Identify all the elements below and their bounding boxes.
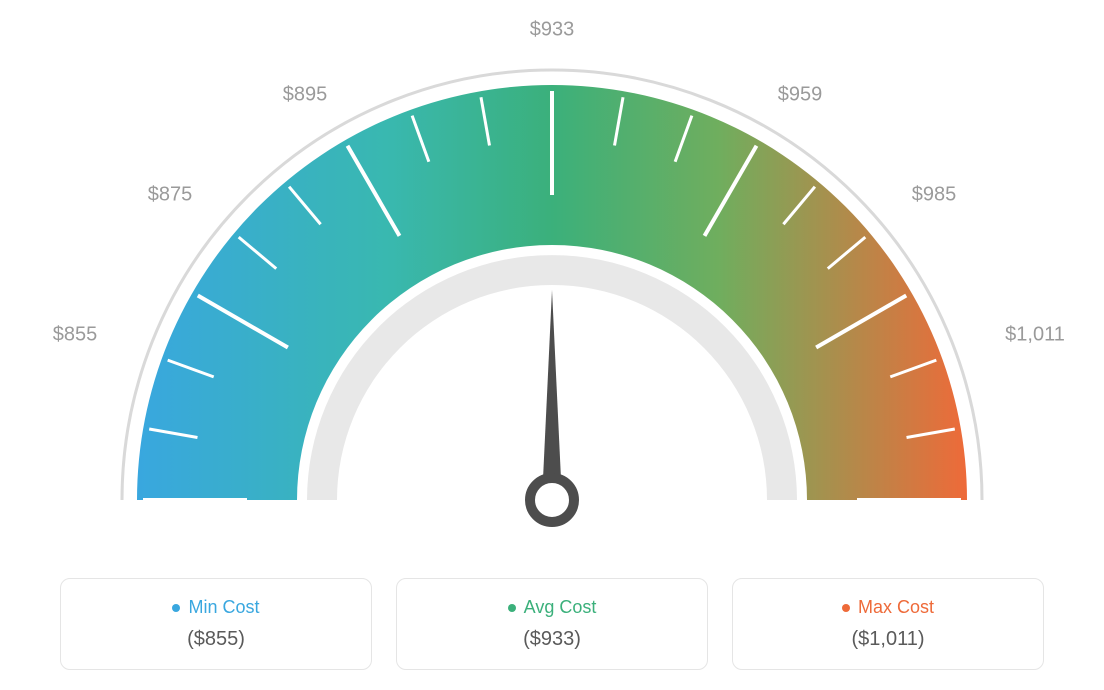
legend-value-max: ($1,011) (851, 628, 924, 651)
legend-card-min: Min Cost ($855) (60, 578, 372, 670)
legend-title-row-avg: Avg Cost (508, 597, 597, 618)
legend-title-min: Min Cost (188, 597, 259, 618)
gauge-area: $855 $875 $895 $933 $959 $985 $1,011 (0, 0, 1104, 560)
gauge-tick-label: $985 (912, 184, 957, 207)
legend-dot-max (842, 604, 850, 612)
gauge-tick-label: $875 (148, 184, 193, 207)
legend-title-row-max: Max Cost (842, 597, 934, 618)
gauge-needle-hub (530, 478, 574, 522)
gauge-tick-label: $959 (778, 84, 823, 107)
cost-gauge-chart: $855 $875 $895 $933 $959 $985 $1,011 Min Cost … (0, 0, 1104, 690)
gauge-tick-label: $855 (53, 324, 98, 347)
gauge-svg (0, 0, 1104, 560)
legend-card-avg: Avg Cost ($933) (396, 578, 708, 670)
legend-title-avg: Avg Cost (524, 597, 597, 618)
legend-dot-avg (508, 604, 516, 612)
gauge-tick-label: $1,011 (1005, 324, 1065, 347)
legend-dot-min (172, 604, 180, 612)
legend-value-avg: ($933) (523, 628, 581, 651)
legend-row: Min Cost ($855) Avg Cost ($933) Max Cost… (0, 578, 1104, 670)
gauge-tick-label: $933 (530, 19, 575, 42)
gauge-tick-label: $895 (283, 84, 328, 107)
gauge-needle (542, 290, 562, 500)
legend-value-min: ($855) (187, 628, 245, 651)
legend-title-max: Max Cost (858, 597, 934, 618)
legend-title-row-min: Min Cost (172, 597, 259, 618)
legend-card-max: Max Cost ($1,011) (732, 578, 1044, 670)
